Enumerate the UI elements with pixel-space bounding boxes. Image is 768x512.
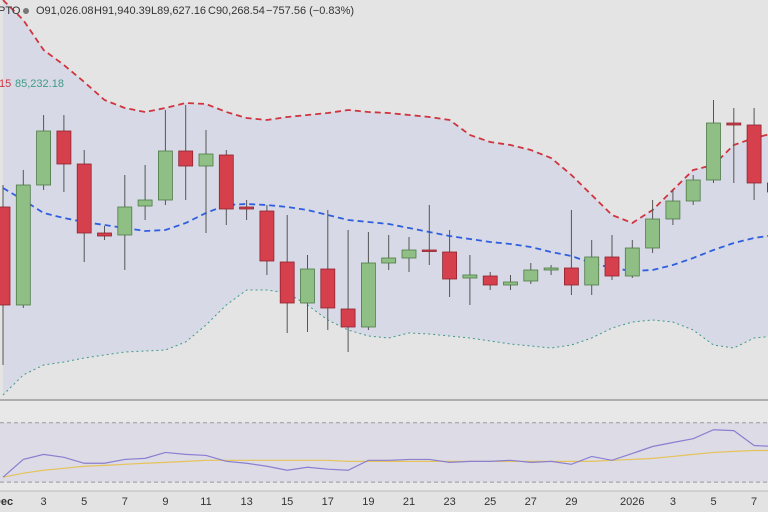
- candle-body: [56, 130, 72, 165]
- close: C90,268.54: [208, 5, 265, 17]
- candle-body: [279, 261, 295, 304]
- x-tick-label: 19: [362, 496, 374, 508]
- candle-body: [726, 122, 742, 126]
- x-tick-label: 3: [670, 496, 676, 508]
- band-line: [2, 289, 768, 396]
- candle-body: [137, 199, 153, 207]
- band-upper-value: 15: [0, 78, 11, 90]
- candle-body: [117, 206, 133, 236]
- x-tick-label: 3: [41, 496, 47, 508]
- candle-body: [665, 200, 681, 220]
- band-fill: [3, 0, 768, 395]
- symbol: PTO: [0, 5, 21, 17]
- candle-body: [685, 179, 701, 202]
- x-tick-label: 11: [200, 496, 211, 508]
- x-tick-label: 5: [81, 496, 87, 508]
- open: O91,026.08: [36, 5, 94, 17]
- candle-body: [36, 130, 51, 186]
- change: −757.56 (−0.83%): [266, 5, 354, 17]
- candle-body: [624, 247, 640, 277]
- x-tick-label: 5: [710, 496, 716, 508]
- candle-body: [157, 150, 173, 201]
- candle-body: [604, 256, 620, 277]
- plot: [0, 0, 768, 396]
- rsi-line: [2, 429, 768, 478]
- rsi-line: [2, 449, 768, 478]
- candle-body: [259, 210, 275, 262]
- candle-body: [178, 150, 194, 167]
- candle-body: [746, 124, 762, 184]
- x-tick-label: 15: [281, 496, 293, 508]
- candle-body: [218, 154, 234, 210]
- x-tick-label: 25: [484, 496, 496, 508]
- x-tick-label: 7: [751, 496, 757, 508]
- band-line: [2, 187, 768, 272]
- status-dot: [23, 8, 29, 14]
- candle-body: [198, 153, 214, 167]
- candle-body: [442, 251, 458, 280]
- x-tick-label: 29: [565, 496, 577, 508]
- candle-body: [320, 268, 336, 309]
- candle-body: [503, 281, 518, 286]
- candle-body: [462, 274, 478, 279]
- legend: PTO O91,026.08 H91,940.39 L89,627.16 C90…: [0, 5, 354, 90]
- candle-body: [401, 249, 417, 259]
- band-line: [2, 0, 768, 225]
- x-tick-label: 23: [443, 496, 455, 508]
- x-tick-label: 2026: [620, 496, 644, 508]
- candle-body: [523, 269, 539, 282]
- x-tick-label: 27: [525, 496, 537, 508]
- x-axis: Dec 3 5 7 9 11 13 15 17 19 21 23 25 27 29 2026 3 5 7: [0, 496, 757, 508]
- candle-body: [15, 184, 31, 306]
- x-tick-label: 7: [122, 496, 128, 508]
- candle-body: [340, 308, 356, 328]
- candle-body: [239, 206, 255, 210]
- candle-body: [564, 267, 579, 286]
- band-lower-value: 85,232.18: [15, 78, 64, 90]
- candle-body: [0, 206, 11, 306]
- candle-body: [381, 257, 397, 264]
- candle-body: [645, 218, 660, 249]
- x-tick-label: Dec: [0, 496, 13, 508]
- candle-body: [300, 268, 315, 304]
- candle-body: [421, 249, 437, 252]
- x-tick-label: 21: [403, 496, 415, 508]
- candle-body: [97, 232, 112, 237]
- candle-body: [360, 262, 376, 328]
- candle-body: [584, 256, 600, 286]
- candle-body: [543, 267, 559, 271]
- low: L89,627.16: [151, 5, 206, 17]
- rsi-zone: [0, 422, 768, 483]
- x-tick-label: 13: [240, 496, 252, 508]
- candle-body: [706, 122, 721, 181]
- x-tick-label: 9: [162, 496, 168, 508]
- candle-body: [76, 163, 92, 234]
- x-tick-label: 17: [322, 496, 334, 508]
- candle-body: [482, 275, 498, 286]
- rsi-plot: [0, 422, 768, 483]
- high: H91,940.39: [94, 5, 151, 17]
